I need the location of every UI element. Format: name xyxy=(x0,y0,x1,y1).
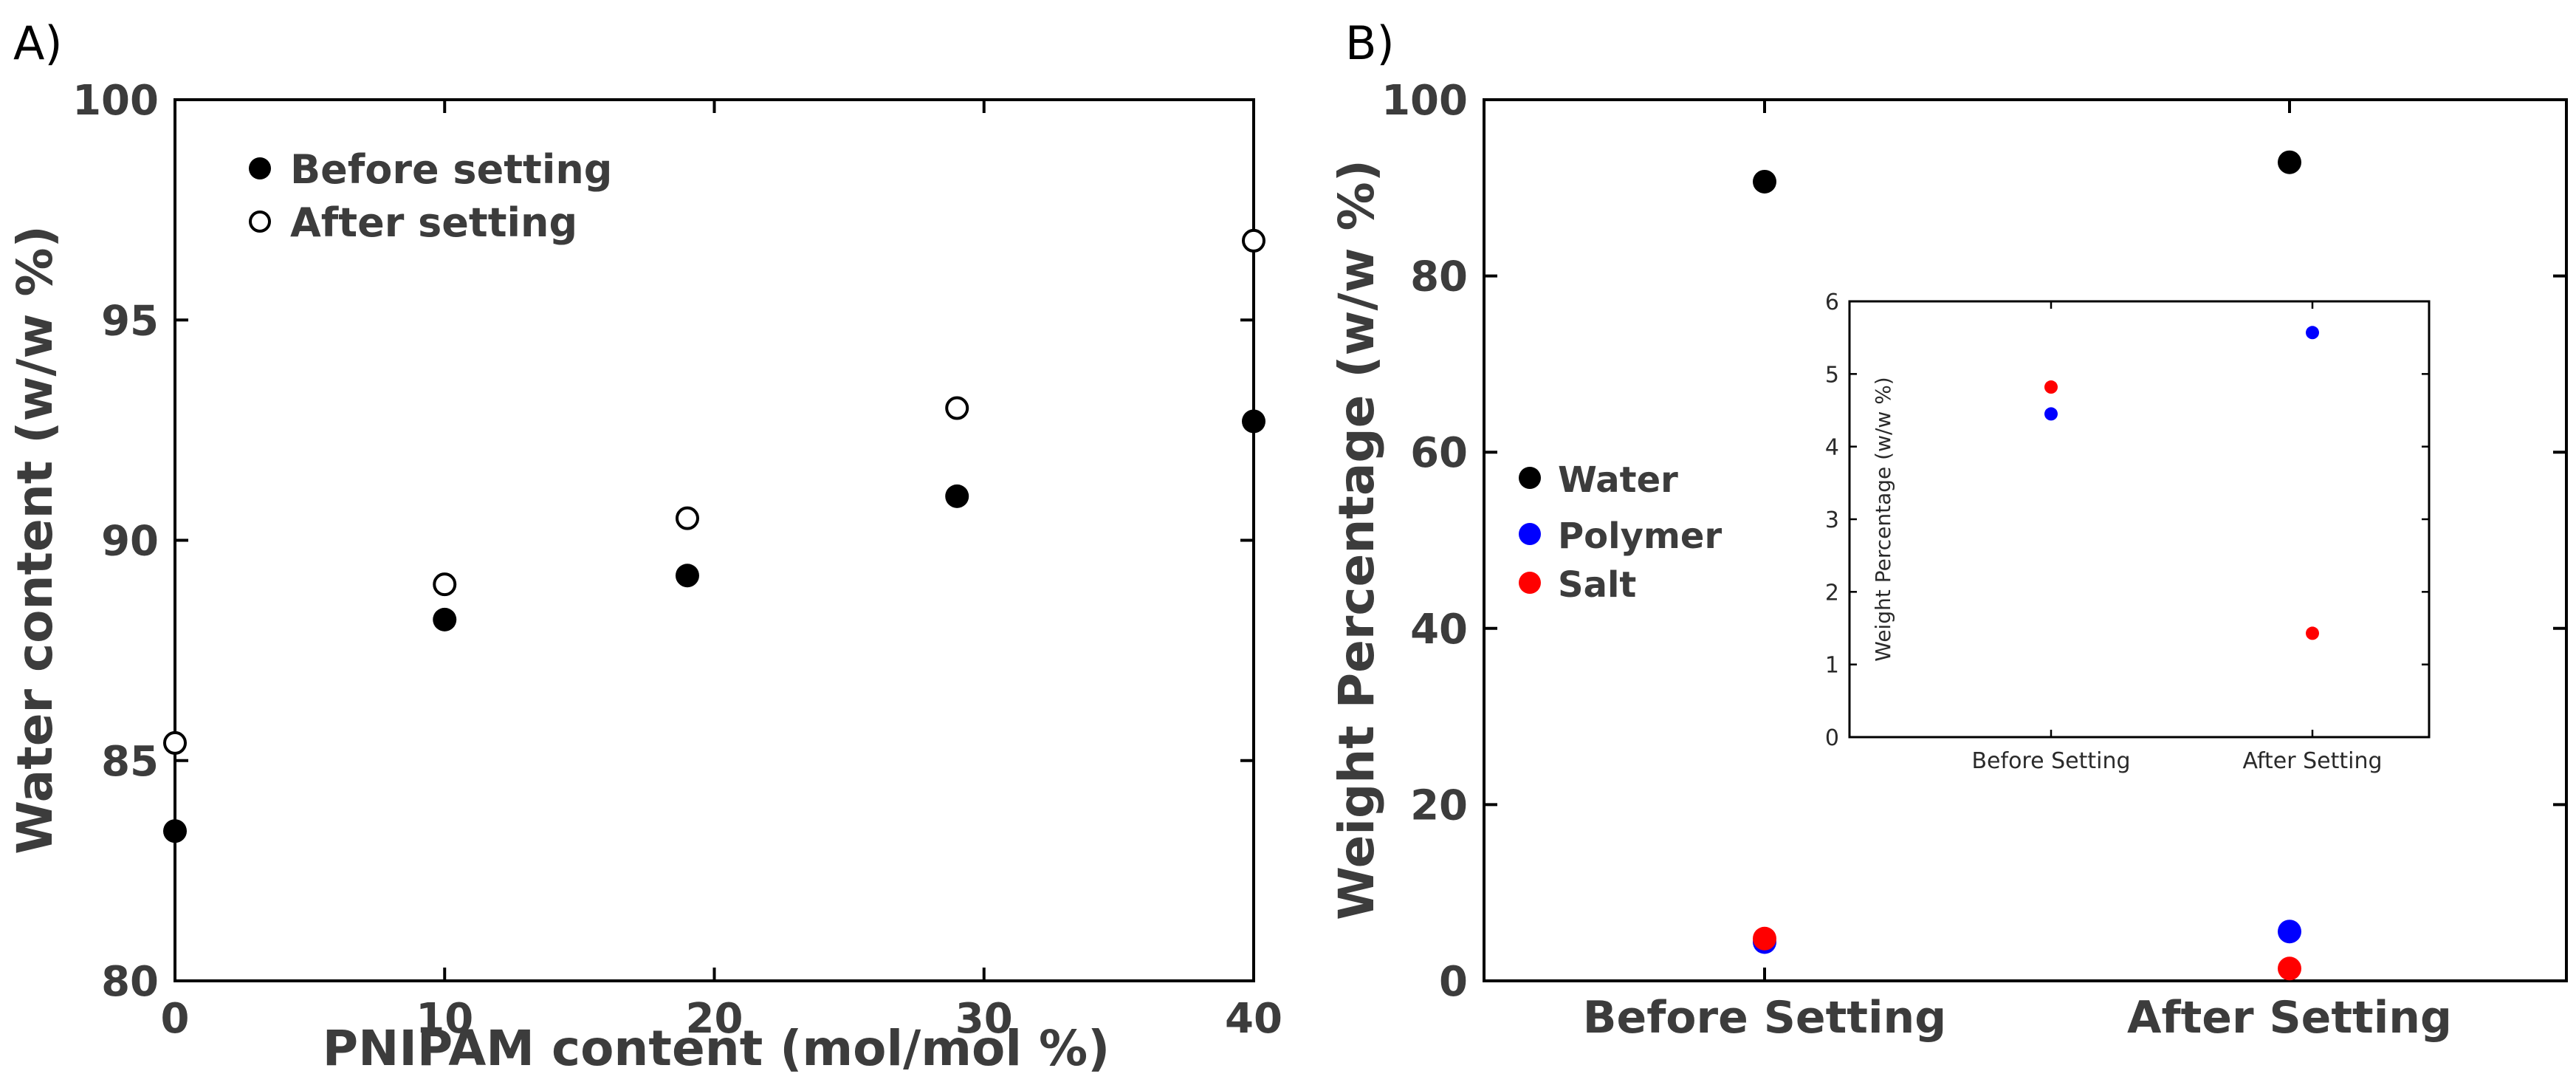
panel-b-y-tick-label: 60 xyxy=(1410,429,1468,477)
panel-a-y-tick-label: 95 xyxy=(101,297,159,345)
panel-a-y-tick-label: 80 xyxy=(101,958,159,1006)
point-salt-after-setting xyxy=(2278,956,2301,981)
panel-b-y-tick-label: 40 xyxy=(1410,606,1468,654)
panel-a-y-tick-label: 85 xyxy=(101,738,159,786)
inset-y-tick-label: 1 xyxy=(1825,653,1839,679)
inset-y-tick-label: 0 xyxy=(1825,725,1839,751)
panel-a-y-tick-label: 100 xyxy=(72,77,159,125)
panel-a-x-tick-label: 40 xyxy=(1225,995,1282,1043)
legend-label-water: Water xyxy=(1558,459,1678,501)
point-water-after-setting xyxy=(2278,150,2301,174)
inset-y-axis-label: Weight Percentage (w/w %) xyxy=(1871,377,1895,661)
inset-x-tick-label: After Setting xyxy=(2243,748,2383,774)
panel-a-x-tick-label: 0 xyxy=(161,995,190,1043)
inset-y-tick-label: 5 xyxy=(1825,362,1839,388)
point-water-before-setting xyxy=(1753,169,1776,194)
inset-x-tick-label: Before Setting xyxy=(1971,748,2130,774)
point-before-setting xyxy=(1242,409,1265,434)
legend-label-after-setting: After setting xyxy=(290,199,577,246)
inset-point-salt-before-setting xyxy=(2044,380,2058,394)
panel-b-legend: Water Polymer Salt xyxy=(1519,459,1722,606)
point-after-setting xyxy=(163,730,187,755)
point-after-setting xyxy=(945,396,969,420)
panel-a-label: A) xyxy=(13,16,63,70)
point-salt-before-setting xyxy=(1753,926,1776,951)
legend-marker-water xyxy=(1519,467,1541,489)
panel-b-y-tick-label: 100 xyxy=(1381,77,1468,125)
point-after-setting xyxy=(1242,228,1265,253)
panel-b-x-tick-label: Before Setting xyxy=(1583,992,1946,1044)
legend-marker-polymer xyxy=(1519,523,1541,545)
panel-b-y-tick-label: 20 xyxy=(1410,781,1468,829)
legend-marker-before-setting xyxy=(249,157,271,179)
panel-b-axes-box xyxy=(1483,98,2568,982)
panel-a-y-tick-label: 90 xyxy=(101,518,159,566)
legend-marker-after-setting xyxy=(249,211,271,233)
inset-point-polymer-after-setting xyxy=(2306,326,2319,340)
panel-a-x-tick-label: 30 xyxy=(955,995,1013,1043)
panel-b-y-axis-label: Weight Percentage (w/w %) xyxy=(1328,160,1385,920)
legend-marker-salt xyxy=(1519,572,1541,594)
panel-a-x-tick-label: 10 xyxy=(416,995,473,1043)
point-before-setting xyxy=(945,484,969,508)
inset-y-tick-label: 6 xyxy=(1825,290,1839,315)
point-after-setting xyxy=(675,506,699,530)
point-after-setting xyxy=(433,572,457,597)
point-before-setting xyxy=(163,819,187,843)
inset-axes-box xyxy=(1848,300,2431,739)
inset-y-tick-label: 2 xyxy=(1825,580,1839,606)
panel-b-y-tick-label: 0 xyxy=(1439,958,1468,1006)
panel-b-x-tick-label: After Setting xyxy=(2127,992,2452,1044)
inset-y-tick-label: 4 xyxy=(1825,435,1839,461)
panel-a-y-axis-label: Water content (w/w %) xyxy=(7,225,63,855)
panel-a-x-axis-label: PNIPAM content (mol/mol %) xyxy=(323,1020,1110,1077)
inset-point-salt-after-setting xyxy=(2306,626,2319,640)
panel-a-legend: Before setting After setting xyxy=(249,146,612,246)
legend-label-salt: Salt xyxy=(1558,564,1636,606)
panel-a-x-tick-label: 20 xyxy=(686,995,743,1043)
legend-label-before-setting: Before setting xyxy=(290,146,612,193)
inset-point-polymer-before-setting xyxy=(2044,407,2058,421)
point-before-setting xyxy=(675,564,699,588)
panel-b-y-tick-label: 80 xyxy=(1410,253,1468,301)
point-before-setting xyxy=(433,607,457,632)
point-polymer-after-setting xyxy=(2278,920,2301,944)
inset-y-tick-label: 3 xyxy=(1825,507,1839,533)
panel-b-label: B) xyxy=(1345,16,1395,70)
legend-label-polymer: Polymer xyxy=(1558,516,1722,557)
